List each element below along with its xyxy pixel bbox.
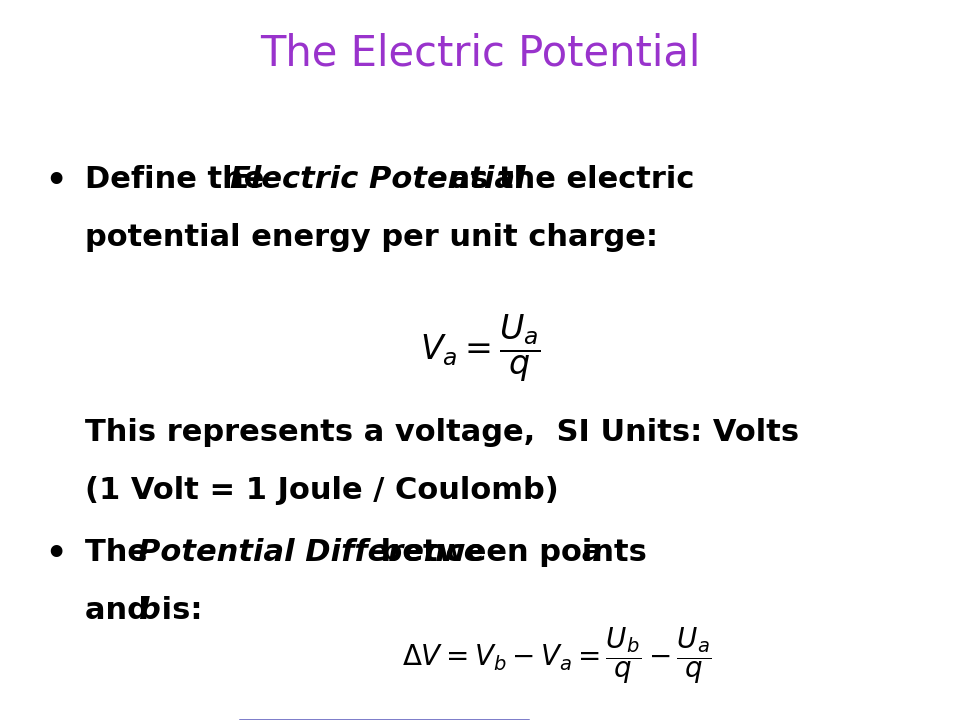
- Text: $V_a = \dfrac{U_a}{q}$: $V_a = \dfrac{U_a}{q}$: [420, 313, 540, 384]
- Text: a: a: [582, 538, 602, 567]
- Text: This represents a voltage,  SI Units: Volts: This represents a voltage, SI Units: Vol…: [85, 418, 799, 447]
- Text: potential energy per unit charge:: potential energy per unit charge:: [85, 223, 658, 252]
- Text: Define the: Define the: [85, 165, 275, 194]
- Text: is:: is:: [151, 596, 203, 625]
- Text: The: The: [85, 538, 158, 567]
- Text: as the electric: as the electric: [440, 165, 695, 194]
- Text: $\Delta V = V_b - V_a = \dfrac{U_b}{q} - \dfrac{U_a}{q}$: $\Delta V = V_b - V_a = \dfrac{U_b}{q} -…: [402, 626, 711, 686]
- Text: Potential Difference: Potential Difference: [138, 538, 484, 567]
- Text: between points: between points: [371, 538, 658, 567]
- Text: The Electric Potential: The Electric Potential: [260, 32, 700, 74]
- Text: and: and: [85, 596, 159, 625]
- Text: b: b: [138, 596, 159, 625]
- Text: •: •: [45, 538, 66, 571]
- Text: (1 Volt = 1 Joule / Coulomb): (1 Volt = 1 Joule / Coulomb): [85, 476, 559, 505]
- Text: Electric Potential: Electric Potential: [230, 165, 526, 194]
- Text: •: •: [45, 165, 66, 198]
